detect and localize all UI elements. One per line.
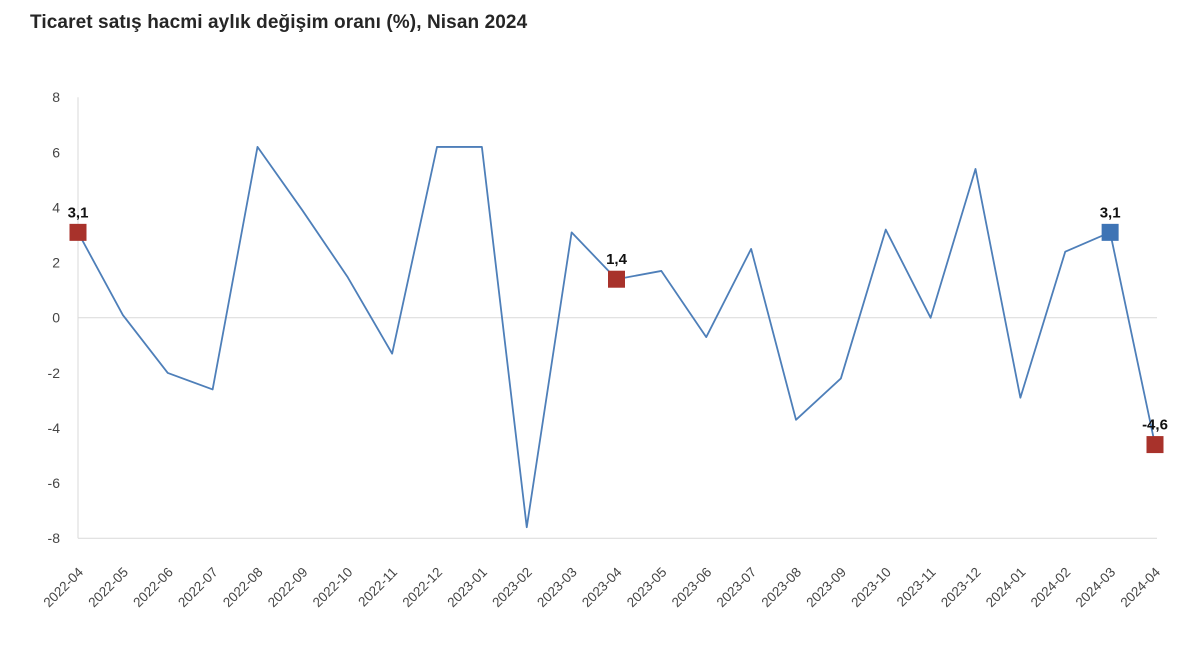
data-point-marker xyxy=(69,223,87,241)
y-tick-label: 8 xyxy=(52,89,60,105)
y-tick-label: -2 xyxy=(48,365,61,381)
x-tick-label: 2023-10 xyxy=(848,565,894,611)
chart-title: Ticaret satış hacmi aylık değişim oranı … xyxy=(30,12,528,33)
x-tick-label: 2023-06 xyxy=(669,565,715,611)
data-point-label: 1,4 xyxy=(606,251,628,268)
y-tick-label: 0 xyxy=(52,310,60,326)
x-tick-label: 2022-07 xyxy=(175,565,221,611)
x-tick-label: 2023-08 xyxy=(758,565,804,611)
x-tick-label: 2023-11 xyxy=(894,565,939,610)
x-tick-label: 2023-09 xyxy=(803,565,849,611)
y-tick-label: -6 xyxy=(48,475,61,491)
data-point-label: -4,6 xyxy=(1142,417,1168,434)
data-point-marker xyxy=(608,270,625,288)
x-tick-label: 2022-12 xyxy=(399,565,445,611)
y-tick-label: 6 xyxy=(52,144,60,160)
x-tick-label: 2023-04 xyxy=(579,564,625,610)
x-tick-label: 2023-01 xyxy=(444,565,490,611)
x-tick-label: 2024-02 xyxy=(1028,565,1074,611)
data-point-label: 3,1 xyxy=(68,204,89,221)
x-tick-label: 2023-02 xyxy=(489,565,535,611)
x-tick-label: 2022-06 xyxy=(130,565,176,611)
y-tick-label: -8 xyxy=(48,530,61,546)
data-point-marker xyxy=(1146,436,1164,454)
data-point-marker xyxy=(1101,223,1119,241)
trend-line xyxy=(77,146,1156,529)
y-tick-label: 2 xyxy=(52,255,60,271)
x-tick-label: 2022-09 xyxy=(265,565,311,611)
x-tick-label: 2023-03 xyxy=(534,565,580,611)
data-point-label: 3,1 xyxy=(1100,204,1121,221)
x-tick-label: 2022-08 xyxy=(220,565,266,611)
y-tick-label: -4 xyxy=(48,420,61,436)
x-tick-label: 2023-07 xyxy=(714,565,760,611)
x-tick-label: 2024-01 xyxy=(983,565,1029,611)
x-tick-label: 2022-11 xyxy=(355,565,400,610)
x-tick-label: 2023-12 xyxy=(938,565,984,611)
x-tick-label: 2022-04 xyxy=(40,564,86,610)
x-tick-label: 2022-10 xyxy=(310,565,356,611)
y-tick-label: 4 xyxy=(52,199,60,215)
x-tick-label: 2023-05 xyxy=(624,565,670,611)
x-tick-label: 2024-03 xyxy=(1073,565,1119,611)
x-tick-label: 2024-04 xyxy=(1117,564,1163,610)
x-tick-label: 2022-05 xyxy=(85,565,131,611)
